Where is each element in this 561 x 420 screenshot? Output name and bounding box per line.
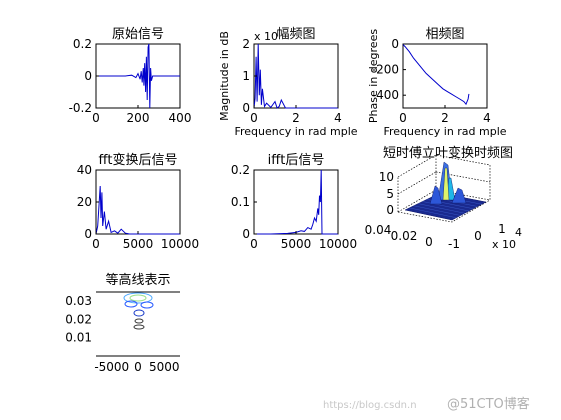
x-tick-label: -5000 xyxy=(94,360,129,374)
plot-axes-box xyxy=(402,43,488,109)
series-line xyxy=(253,43,338,109)
y-tick-label: 0 xyxy=(391,37,399,51)
surface-peak xyxy=(442,167,450,201)
plot-title: ifft后信号 xyxy=(268,153,325,168)
x-tick-label: 0 xyxy=(134,360,142,374)
contour-line xyxy=(133,324,145,330)
plot-title: 幅频图 xyxy=(276,27,315,42)
watermark-brand: @51CTO博客 xyxy=(447,396,530,412)
surface-frame-line xyxy=(397,171,437,195)
z-tick-label: 10 xyxy=(379,170,394,184)
contour-line xyxy=(140,301,154,309)
contour-line xyxy=(134,318,144,324)
x-tick-label: 0 xyxy=(92,111,100,125)
series-line xyxy=(254,169,338,235)
x-tick-label: 5000 xyxy=(281,237,312,251)
y-tick-label: 0.2 xyxy=(73,37,92,51)
y-axis-label: Phase in degrees xyxy=(367,29,380,123)
x-tick-label: 10000 xyxy=(319,237,357,251)
axis-exponent: x 10 xyxy=(492,238,516,251)
plot-title: fft变换后信号 xyxy=(98,152,177,168)
y-tick-label: -400 xyxy=(372,88,399,102)
series-line xyxy=(95,185,180,235)
surface-frame-line xyxy=(397,199,491,223)
z-tick-label: 0 xyxy=(386,203,394,217)
plot-p6: 短时傅立叶变换时频图 10 5 0 0.04 0.02 0 -1 0 1 x 104 xyxy=(365,145,522,251)
y-tick-label: 0 xyxy=(84,227,92,241)
x-tick-label: 5000 xyxy=(123,237,154,251)
x-tick-label: -1 xyxy=(448,237,460,251)
x-tick-label: 0 xyxy=(474,229,482,243)
y-tick-label: 0 xyxy=(425,235,433,249)
surface-mesh-line xyxy=(418,203,465,214)
x-tick-label: 2 xyxy=(292,111,300,125)
plot-p2: 0 2 4 0 1 2 幅频图 Frequency in rad mpleMagnitude … xyxy=(218,27,358,138)
y-tick-label: 40 xyxy=(77,163,92,177)
y-tick-label: 0.02 xyxy=(391,229,418,243)
plot-axes-box xyxy=(253,43,339,109)
y-tick-label: 20 xyxy=(77,195,92,209)
surface-base xyxy=(404,192,487,221)
x-tick-label: 5000 xyxy=(149,360,180,374)
x-tick-label: 200 xyxy=(127,111,150,125)
contour-line xyxy=(133,309,145,317)
surface-mesh-line xyxy=(413,205,461,216)
y-tick-label: 1 xyxy=(242,69,250,83)
series-line xyxy=(402,44,470,106)
plot-title: 原始信号 xyxy=(112,27,164,42)
contour-line xyxy=(129,294,147,302)
x-tick-label: 4 xyxy=(483,111,491,125)
y-tick-label: -200 xyxy=(372,63,399,77)
y-tick-label: 0 xyxy=(242,227,250,241)
surface-peak xyxy=(451,187,467,204)
plot-p7: 等高线表示 0.03 0.02 0.01 -5000 0 5000 xyxy=(65,272,180,374)
axis-exponent: x 10 xyxy=(254,30,278,43)
plot-axes-box xyxy=(95,169,181,235)
surface-peak xyxy=(429,185,443,205)
contour-line xyxy=(123,292,153,304)
x-tick-label: 400 xyxy=(169,111,192,125)
contour-line xyxy=(124,300,138,308)
y-tick-label: 0 xyxy=(84,69,92,83)
plot-title: 短时傅立叶变换时频图 xyxy=(383,145,513,161)
axis-exponent-power: 4 xyxy=(515,226,522,239)
surface-frame-line xyxy=(397,154,437,178)
x-tick-label: 4 xyxy=(334,111,342,125)
x-tick-label: 0 xyxy=(399,111,407,125)
x-tick-label: 2 xyxy=(441,111,449,125)
y-tick-label: 0.2 xyxy=(231,163,250,177)
x-tick-label: 10000 xyxy=(161,237,199,251)
x-axis-label: Frequency in rad mple xyxy=(234,125,357,138)
plot-title: 相频图 xyxy=(425,27,464,42)
series-line xyxy=(96,43,180,109)
x-tick-label: 1 xyxy=(498,222,506,236)
y-tick-label: -0.2 xyxy=(69,101,92,115)
y-tick-label: 0.02 xyxy=(65,312,92,326)
surface-mesh-line xyxy=(409,207,457,218)
y-axis-label: Magnitude in dB xyxy=(218,31,231,121)
plot-p3: 0 2 4 0 -200 -400 相频图 Frequency in rad mplePhas… xyxy=(367,27,507,138)
plot-p4: 0 5000 10000 0 20 40 fft变换后信号 xyxy=(77,152,199,251)
x-axis-label: Frequency in rad mple xyxy=(383,125,506,138)
y-tick-label: 0.04 xyxy=(365,223,392,237)
plot-axes-box xyxy=(253,169,339,235)
y-tick-label: 0.03 xyxy=(65,294,92,308)
x-tick-label: 0 xyxy=(250,111,258,125)
x-tick-label: 0 xyxy=(92,237,100,251)
y-tick-label: 0.1 xyxy=(231,195,250,209)
watermark-url: https://blog.csdn.n xyxy=(323,400,417,411)
y-tick-label: 0 xyxy=(242,101,250,115)
y-tick-label: 2 xyxy=(242,37,250,51)
plot-title: 等高线表示 xyxy=(105,272,170,288)
plot-p5: 0 5000 10000 0 0.1 0.2 ifft后信号 xyxy=(231,153,357,251)
y-tick-label: 0.01 xyxy=(65,331,92,345)
z-tick-label: 5 xyxy=(386,187,394,201)
x-tick-label: 0 xyxy=(250,237,258,251)
